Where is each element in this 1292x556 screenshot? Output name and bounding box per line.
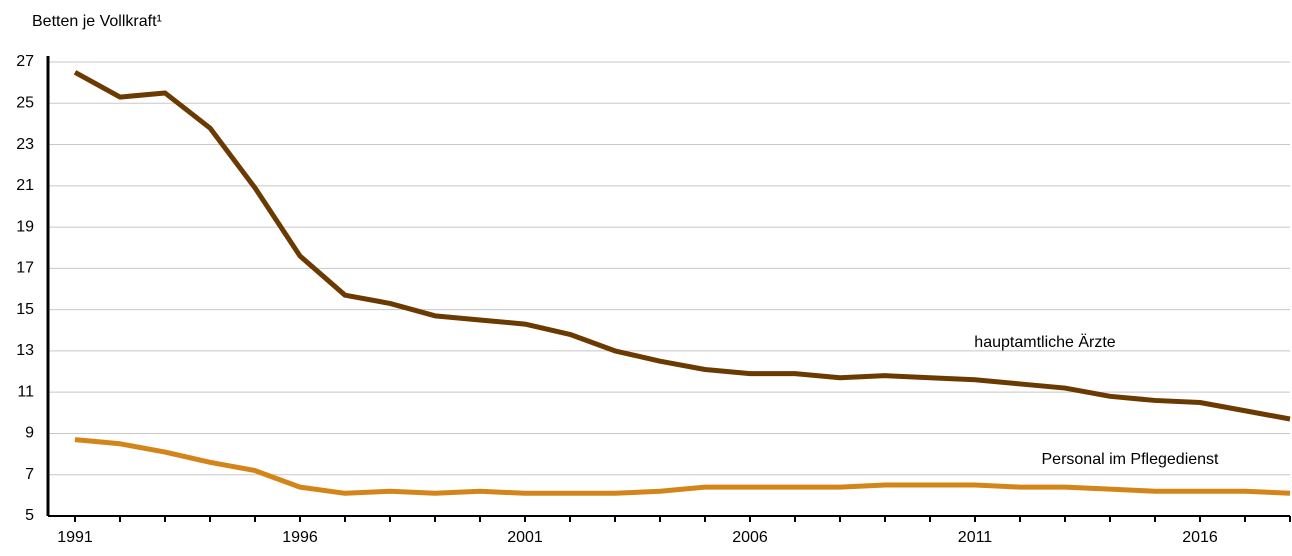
series-label: Personal im Pflegedienst [1042, 451, 1220, 468]
y-tick-label: 15 [16, 301, 34, 318]
y-tick-label: 11 [17, 383, 34, 400]
series-line [73, 70, 1291, 422]
x-tick-label: 2006 [732, 529, 768, 546]
series-label: hauptamtliche Ärzte [974, 333, 1116, 351]
y-tick-label: 7 [25, 466, 34, 483]
y-axis-label: Betten je Vollkraft¹ [32, 13, 162, 30]
y-tick-label: 23 [16, 136, 34, 153]
x-tick-label: 1996 [282, 529, 318, 546]
y-tick-label: 17 [16, 260, 34, 277]
y-tick-label: 13 [16, 342, 34, 359]
y-tick-label: 5 [25, 507, 34, 524]
y-tick-label: 9 [25, 425, 34, 442]
x-tick-label: 1991 [57, 529, 93, 546]
y-tick-label: 25 [16, 94, 34, 111]
series-line [74, 437, 1291, 496]
y-tick-label: 27 [16, 53, 34, 70]
x-tick-label: 2016 [1182, 529, 1218, 546]
y-tick-label: 19 [16, 218, 34, 235]
y-tick-label: 21 [16, 177, 34, 194]
x-tick-label: 2001 [507, 529, 543, 546]
x-tick-label: 2011 [958, 529, 993, 546]
